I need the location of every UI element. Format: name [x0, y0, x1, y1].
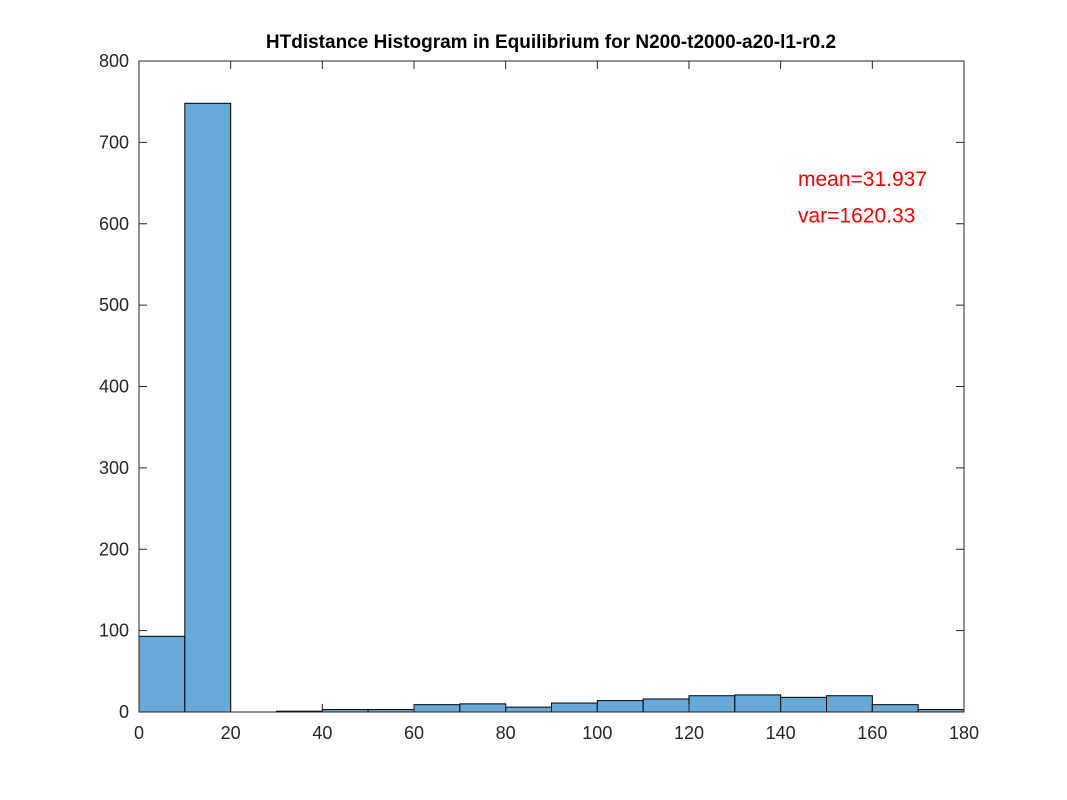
y-tick-labels: 0 100 200 300 400 500 600 700 800	[99, 51, 129, 722]
y-tick-label: 700	[99, 132, 129, 152]
histogram-bar	[551, 702, 598, 713]
chart-title: HTdistance Histogram in Equilibrium for …	[266, 32, 836, 53]
x-tick-label: 60	[404, 723, 424, 743]
y-tick-label: 600	[99, 214, 129, 234]
x-tick-label: 0	[134, 723, 144, 743]
x-tick-label: 20	[221, 723, 241, 743]
histogram-bar	[505, 706, 552, 713]
histogram-bar	[826, 695, 873, 713]
y-tick-label: 100	[99, 621, 129, 641]
histogram-bar	[871, 704, 919, 713]
x-tick-label: 180	[949, 723, 979, 743]
y-tick-label: 400	[99, 377, 129, 397]
x-tick-label: 100	[582, 723, 612, 743]
histogram-bars	[138, 102, 965, 713]
histogram-bar	[596, 700, 644, 713]
y-tick-label: 500	[99, 295, 129, 315]
y-tick-label: 300	[99, 458, 129, 478]
x-tick-label: 160	[857, 723, 887, 743]
x-tick-labels: 0 20 40 60 80 100 120 140 160 180	[134, 723, 979, 743]
x-tick-label: 40	[312, 723, 332, 743]
histogram-bar	[780, 696, 828, 713]
histogram-bar	[734, 694, 782, 713]
y-tick-label: 800	[99, 51, 129, 71]
y-tick-label: 200	[99, 539, 129, 559]
y-tick-label: 0	[119, 702, 129, 722]
histogram-bar	[138, 635, 186, 713]
histogram-bar	[413, 704, 461, 713]
histogram-bar	[184, 102, 232, 713]
histogram-bar	[642, 698, 690, 713]
histogram-bar	[459, 703, 507, 713]
mean-annotation: mean=31.937	[798, 168, 927, 191]
x-tick-label: 120	[674, 723, 704, 743]
histogram-bar	[688, 695, 736, 713]
variance-annotation: var=1620.33	[798, 205, 915, 228]
x-tick-label: 140	[766, 723, 796, 743]
x-tick-label: 80	[496, 723, 516, 743]
axis-ticks	[138, 60, 965, 713]
